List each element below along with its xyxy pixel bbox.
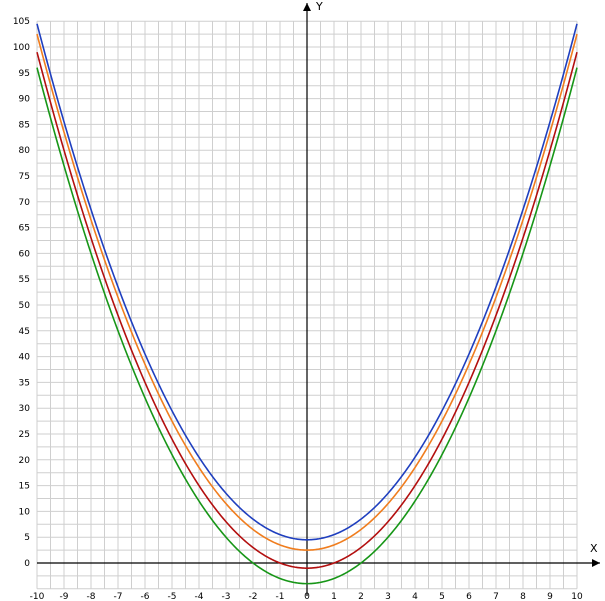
x-tick-label: -9 xyxy=(60,592,69,601)
x-axis-label: X xyxy=(590,542,598,555)
y-tick-label: 10 xyxy=(19,507,31,517)
y-tick-label: 50 xyxy=(19,301,31,311)
y-tick-label: 15 xyxy=(19,482,30,492)
x-tick-label: 9 xyxy=(547,592,553,601)
x-tick-label: -10 xyxy=(30,592,45,601)
x-tick-label: -5 xyxy=(168,592,177,601)
y-tick-label: 105 xyxy=(13,17,30,27)
x-tick-label: -6 xyxy=(141,592,150,601)
x-tick-label: 5 xyxy=(439,592,445,601)
y-tick-label: 70 xyxy=(19,198,31,208)
y-tick-label: 30 xyxy=(19,404,31,414)
x-tick-label: -1 xyxy=(276,592,285,601)
y-tick-label: 100 xyxy=(13,43,30,53)
y-tick-label: 20 xyxy=(19,456,31,466)
series-line-4 xyxy=(36,67,578,585)
axes xyxy=(37,3,600,596)
y-tick-label: 0 xyxy=(24,559,30,569)
y-tick-label: 75 xyxy=(19,172,30,182)
x-tick-label: 6 xyxy=(466,592,472,601)
x-tick-label: -3 xyxy=(222,592,231,601)
series-line-2 xyxy=(36,33,578,551)
x-tick-label: 4 xyxy=(412,592,418,601)
series-lines xyxy=(36,23,578,585)
y-tick-label: 90 xyxy=(19,95,31,105)
y-tick-label: 25 xyxy=(19,430,30,440)
y-tick-label: 95 xyxy=(19,69,30,79)
y-tick-label: 40 xyxy=(19,353,31,363)
y-tick-label: 35 xyxy=(19,378,30,388)
y-tick-label: 85 xyxy=(19,120,30,130)
x-tick-label: -4 xyxy=(195,592,204,601)
x-tick-label: 7 xyxy=(493,592,499,601)
y-axis-label: Y xyxy=(315,0,323,13)
x-tick-label: -8 xyxy=(87,592,96,601)
y-axis-arrow xyxy=(303,3,311,11)
y-tick-label: 80 xyxy=(19,146,31,156)
x-tick-label: 0 xyxy=(304,592,310,601)
x-tick-label: 1 xyxy=(331,592,337,601)
y-tick-label: 55 xyxy=(19,275,30,285)
tick-labels: -10 -9 -8 -7 -6 -5 -4 -3 -2 -1 0 1 2 3 4 5 6 7 8 9 100510152… xyxy=(13,17,583,601)
x-tick-label: 2 xyxy=(358,592,364,601)
x-tick-label: -7 xyxy=(114,592,123,601)
x-axis-arrow xyxy=(592,559,600,567)
x-tick-label: -2 xyxy=(249,592,258,601)
x-tick-label: 10 xyxy=(571,592,583,601)
x-tick-label: 8 xyxy=(520,592,526,601)
x-tick-label: 3 xyxy=(385,592,391,601)
series-line-3 xyxy=(36,51,578,569)
y-tick-label: 45 xyxy=(19,327,30,337)
y-tick-label: 5 xyxy=(24,533,30,543)
series-line-1 xyxy=(36,23,578,541)
y-tick-label: 60 xyxy=(19,249,31,259)
y-tick-label: 65 xyxy=(19,224,30,234)
